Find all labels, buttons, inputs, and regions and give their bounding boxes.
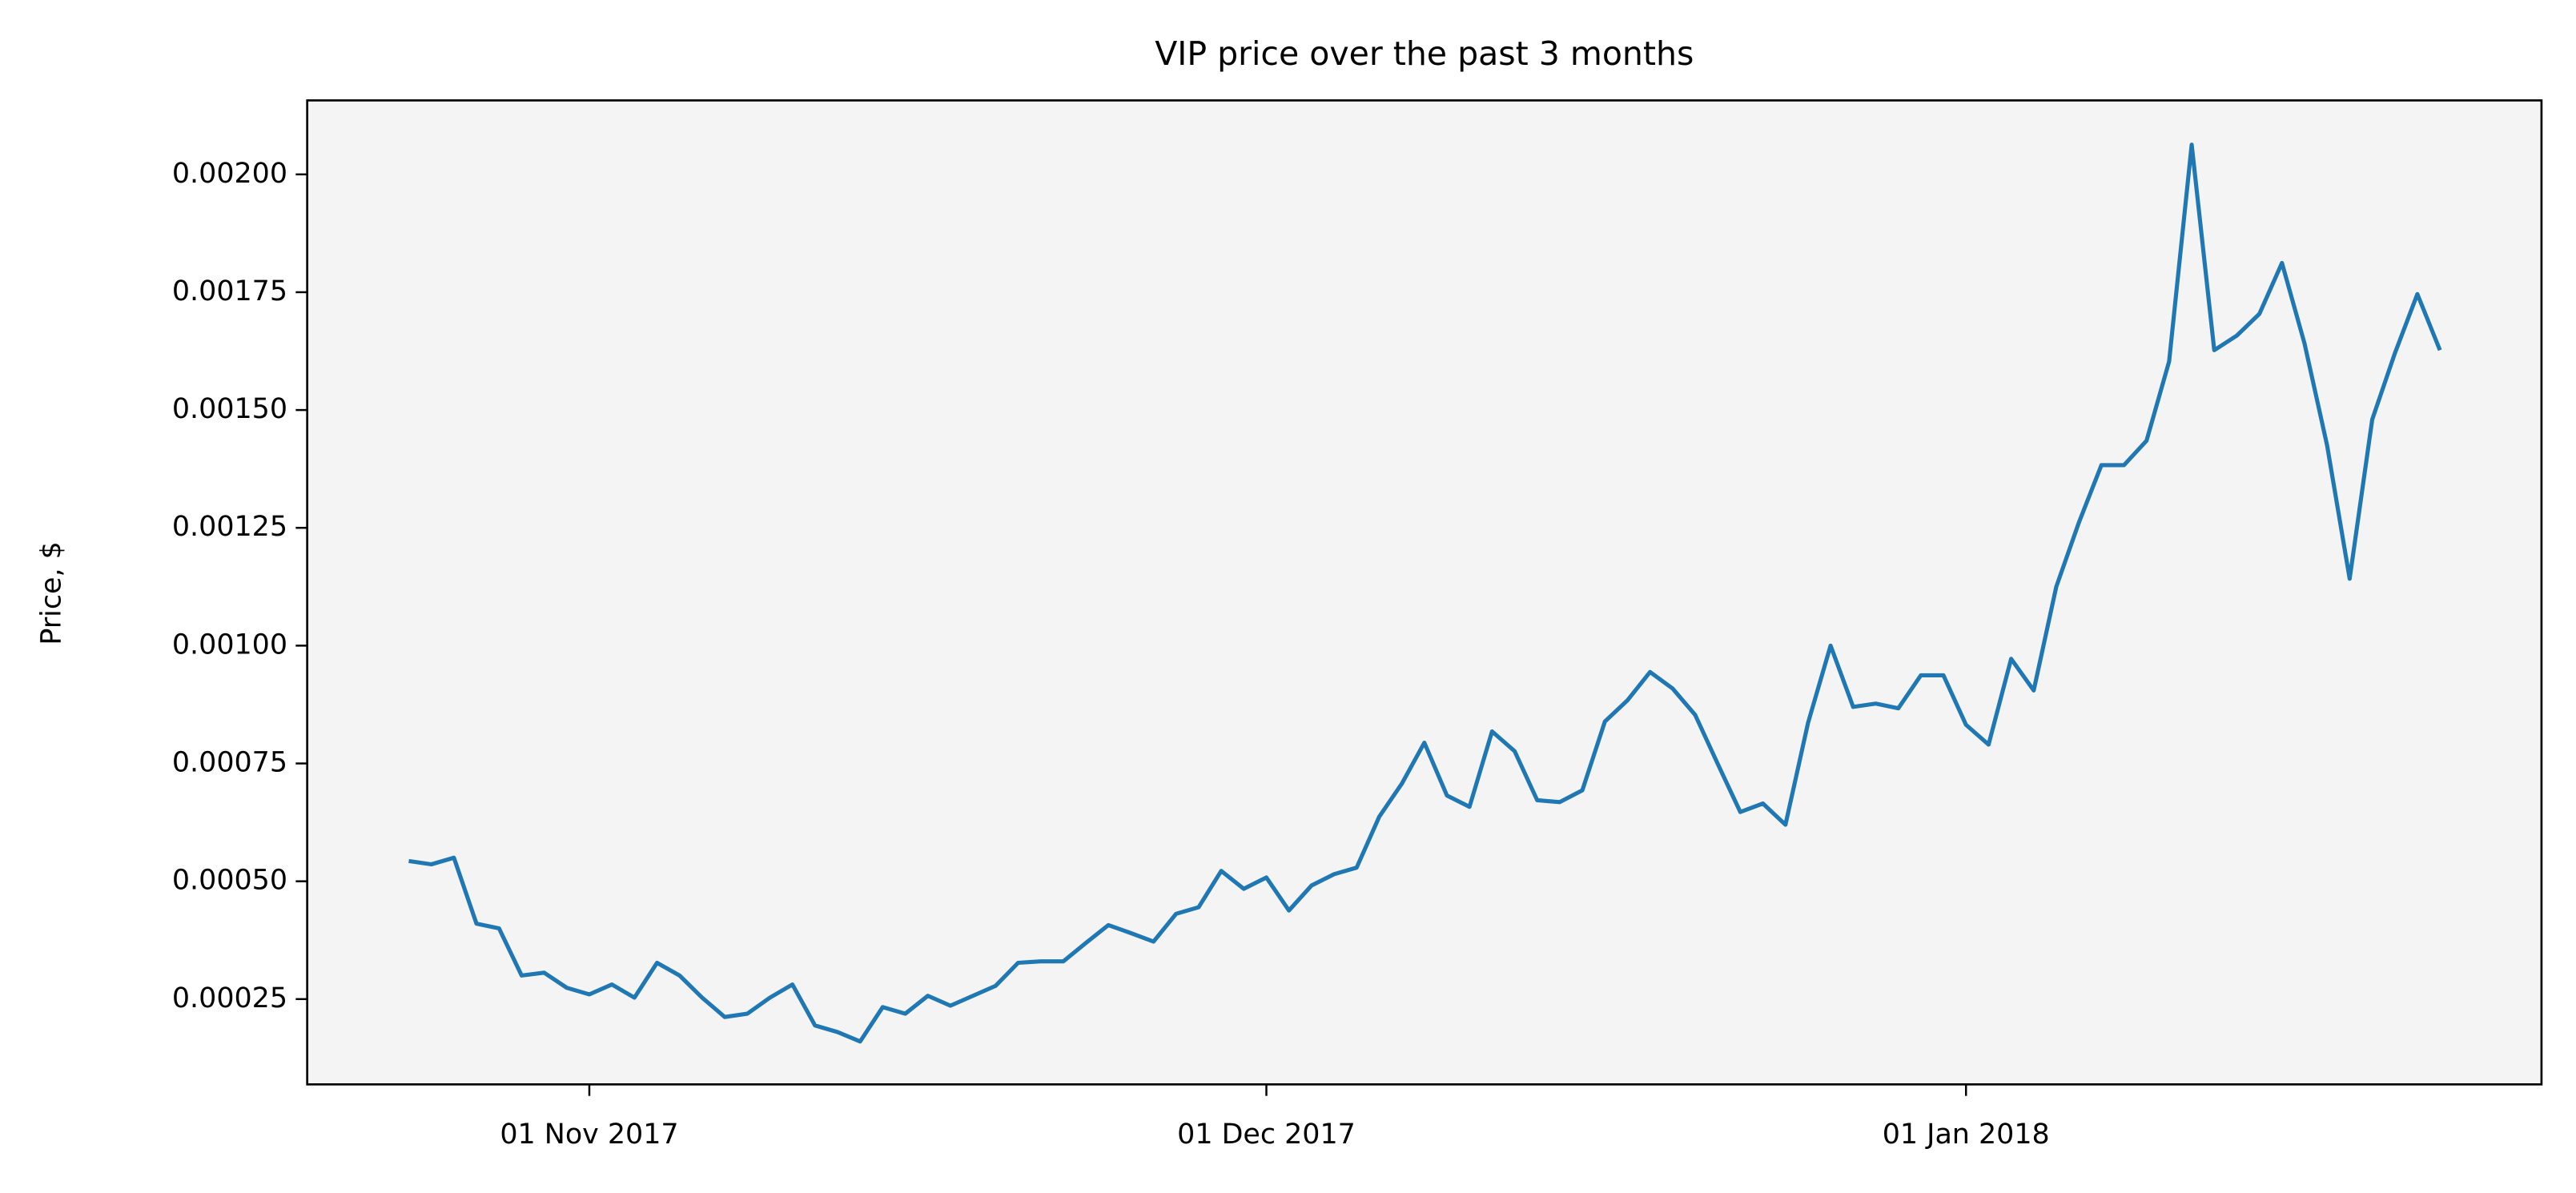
y-tick-label: 0.00175 bbox=[172, 275, 287, 307]
price-line bbox=[408, 143, 2442, 1044]
x-tick-label: 01 Nov 2017 bbox=[500, 1119, 678, 1151]
y-tick-label: 0.00150 bbox=[172, 393, 287, 425]
y-tick-label: 0.00200 bbox=[172, 158, 287, 190]
y-tick-label: 0.00075 bbox=[172, 747, 287, 779]
y-tick-label: 0.00100 bbox=[172, 629, 287, 661]
axes-frame bbox=[306, 99, 2543, 1086]
y-tick-label: 0.00050 bbox=[172, 865, 287, 897]
plot-area bbox=[307, 100, 2542, 1085]
y-tick-label: 0.00025 bbox=[172, 982, 287, 1014]
x-tick-label: 01 Dec 2017 bbox=[1177, 1119, 1356, 1151]
y-tick-label: 0.00125 bbox=[172, 511, 287, 543]
x-tick-label: 01 Jan 2018 bbox=[1883, 1119, 2050, 1151]
chart-title: VIP price over the past 3 months bbox=[1155, 34, 1694, 73]
y-axis-label: Price, $ bbox=[36, 541, 68, 645]
